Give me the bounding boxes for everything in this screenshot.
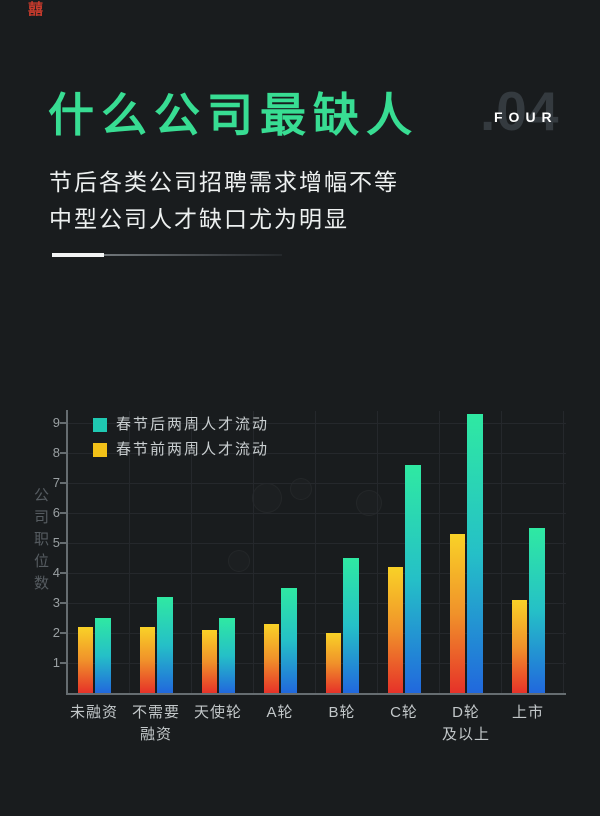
y-tick-label: 9 bbox=[52, 415, 60, 430]
y-tick-label: 6 bbox=[52, 505, 60, 520]
y-tick-label: 2 bbox=[52, 625, 60, 640]
bar-before-C轮 bbox=[387, 567, 403, 693]
x-category-label: A轮 bbox=[240, 702, 320, 724]
gridline-horizontal bbox=[68, 453, 566, 454]
legend-swatch-before bbox=[93, 443, 107, 457]
gridline-horizontal bbox=[68, 513, 566, 514]
section-index-word: FOUR bbox=[494, 109, 558, 125]
x-category-label-line: B轮 bbox=[328, 704, 356, 721]
y-tick-label: 3 bbox=[52, 595, 60, 610]
x-category-label: B轮 bbox=[302, 702, 382, 724]
x-category-label: D轮及以上 bbox=[426, 702, 506, 746]
bar-before-B轮 bbox=[325, 633, 341, 693]
bar-before-天使轮 bbox=[201, 630, 217, 693]
legend-label-before: 春节前两周人才流动 bbox=[116, 441, 270, 458]
legend-label-after: 春节后两周人才流动 bbox=[116, 416, 270, 433]
divider-line bbox=[104, 254, 282, 256]
y-tick-mark bbox=[60, 632, 66, 634]
x-category-label: 天使轮 bbox=[178, 702, 258, 724]
bar-after-B轮 bbox=[343, 558, 359, 693]
y-tick-mark bbox=[60, 512, 66, 514]
x-category-label-line: D轮 bbox=[452, 704, 480, 721]
red-stamp-mark: 囍 bbox=[28, 1, 44, 18]
y-tick-label: 4 bbox=[52, 565, 60, 580]
x-category-label-line: 不需要 bbox=[131, 704, 180, 721]
bar-before-A轮 bbox=[263, 624, 279, 693]
legend-swatch-after bbox=[93, 418, 107, 432]
y-tick-mark bbox=[60, 602, 66, 604]
x-category-label: 未融资 bbox=[54, 702, 134, 724]
gridline-vertical bbox=[439, 411, 440, 693]
subtitle: 节后各类公司招聘需求增幅不等 中型公司人才缺口尤为明显 bbox=[49, 164, 399, 238]
bar-before-不需要融资 bbox=[139, 627, 155, 693]
gridline-vertical bbox=[315, 411, 316, 693]
gridline-vertical bbox=[501, 411, 502, 693]
x-category-label-line: A轮 bbox=[266, 704, 294, 721]
y-tick-mark bbox=[60, 572, 66, 574]
y-tick-mark bbox=[60, 662, 66, 664]
gridline-horizontal bbox=[68, 483, 566, 484]
bar-after-上市 bbox=[529, 528, 545, 693]
y-tick-mark bbox=[60, 422, 66, 424]
x-category-label-line: 未融资 bbox=[69, 704, 118, 721]
gridline-horizontal bbox=[68, 423, 566, 424]
gridline-horizontal bbox=[68, 603, 566, 604]
gridline-vertical bbox=[129, 411, 130, 693]
y-tick-label: 1 bbox=[52, 655, 60, 670]
y-tick-mark bbox=[60, 452, 66, 454]
x-category-label-line: C轮 bbox=[390, 704, 418, 721]
bar-before-D轮及以上 bbox=[449, 534, 465, 693]
bar-after-天使轮 bbox=[219, 618, 235, 693]
gridline-vertical bbox=[191, 411, 192, 693]
section-index-number: .04 bbox=[480, 80, 560, 142]
bar-before-上市 bbox=[511, 600, 527, 693]
gridline-vertical bbox=[253, 411, 254, 693]
gridline-horizontal bbox=[68, 633, 566, 634]
bar-before-未融资 bbox=[77, 627, 93, 693]
bar-after-不需要融资 bbox=[157, 597, 173, 693]
bar-after-未融资 bbox=[95, 618, 111, 693]
x-category-label: 上市 bbox=[488, 702, 568, 724]
x-category-label: 不需要 融资 bbox=[116, 702, 196, 746]
gridline-horizontal bbox=[68, 663, 566, 664]
x-category-label: C轮 bbox=[364, 702, 444, 724]
x-category-label-line: 融资 bbox=[139, 726, 172, 743]
bar-after-A轮 bbox=[281, 588, 297, 693]
bar-after-D轮及以上 bbox=[467, 414, 483, 693]
gridline-vertical bbox=[563, 411, 564, 693]
bar-after-C轮 bbox=[405, 465, 421, 693]
gridline-vertical bbox=[377, 411, 378, 693]
x-category-label-line: 及以上 bbox=[441, 726, 490, 743]
y-tick-label: 8 bbox=[52, 445, 60, 460]
subtitle-line-1: 节后各类公司招聘需求增幅不等 bbox=[49, 169, 399, 195]
y-tick-mark bbox=[60, 542, 66, 544]
x-axis-line bbox=[66, 693, 566, 695]
gridline-horizontal bbox=[68, 573, 566, 574]
y-axis-line bbox=[66, 410, 68, 695]
divider-accent bbox=[52, 253, 104, 257]
y-tick-label: 7 bbox=[52, 475, 60, 490]
page-title: 什么公司最缺人 bbox=[48, 89, 419, 141]
y-axis-title: 公司职位数 bbox=[32, 487, 49, 597]
y-tick-mark bbox=[60, 482, 66, 484]
gridline-horizontal bbox=[68, 543, 566, 544]
y-tick-label: 5 bbox=[52, 535, 60, 550]
subtitle-line-2: 中型公司人才缺口尤为明显 bbox=[49, 206, 349, 232]
x-category-label-line: 上市 bbox=[511, 704, 544, 721]
x-category-label-line: 天使轮 bbox=[193, 704, 242, 721]
